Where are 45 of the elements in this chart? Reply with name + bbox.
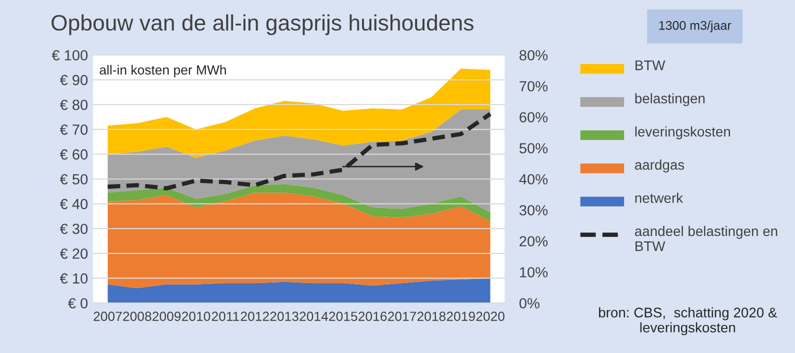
x-tick-label: 2008 bbox=[123, 312, 152, 322]
y2-tick-label: 0% bbox=[519, 298, 540, 308]
y2-tick-label: 50% bbox=[519, 143, 548, 154]
x-tick-label: 2015 bbox=[329, 312, 358, 322]
y2-tick-label: 70% bbox=[520, 81, 548, 92]
y-tick-label: € 70 bbox=[60, 124, 88, 135]
y-tick-label: € 50 bbox=[60, 174, 88, 184]
y2-tick-label: 60% bbox=[520, 112, 548, 122]
x-tick-label: 2018 bbox=[417, 312, 446, 322]
y-tick-label: € 40 bbox=[60, 198, 88, 210]
x-tick-label: 2011 bbox=[212, 312, 239, 322]
x-tick-label: 2009 bbox=[152, 312, 181, 322]
y-tick-label: € 30 bbox=[60, 224, 88, 234]
line-series bbox=[106, 112, 492, 190]
y-tick-label: € 20 bbox=[60, 248, 88, 259]
x-tick-label: 2012 bbox=[240, 312, 269, 322]
y-tick-label: € 80 bbox=[60, 100, 88, 110]
text: 1300 m3/jaar bbox=[659, 20, 732, 32]
legend-label: netwerk bbox=[635, 192, 684, 203]
y-tick-label: € 100 bbox=[52, 50, 88, 60]
y2-tick-label: 20% bbox=[520, 236, 548, 246]
y2-tick-label: 30% bbox=[519, 205, 548, 216]
annotation: all-in kosten per MWh bbox=[100, 64, 226, 78]
x-tick-label: 2017 bbox=[388, 312, 416, 322]
legend-label: BTW bbox=[636, 60, 666, 70]
legend-label: belastingen bbox=[635, 93, 705, 106]
y-tick-label: € 90 bbox=[60, 74, 88, 86]
y2-tick-label: 80% bbox=[520, 50, 548, 60]
legend-label: aardgas bbox=[635, 160, 684, 173]
x-tick-label: 2007 bbox=[94, 312, 122, 322]
x-tick-label: 2016 bbox=[358, 312, 387, 322]
legend-label: leveringskosten bbox=[635, 126, 730, 140]
y2-tick-label: 40% bbox=[519, 174, 548, 184]
x-tick-label: 2019 bbox=[446, 312, 475, 322]
y-tick-label: € 60 bbox=[60, 149, 88, 160]
y-tick-label: € 0 bbox=[68, 298, 88, 308]
chart-title: Opbouw van de all-in gasprijs huishoudens bbox=[52, 14, 474, 36]
text: bron: CBS, schatting 2020 & leveringskosten bbox=[599, 307, 778, 336]
x-tick-label: 2014 bbox=[300, 312, 328, 322]
legend-label: aandeel belastingen en BTW bbox=[635, 226, 778, 251]
x-tick-label: 2010 bbox=[182, 312, 210, 322]
y2-tick-label: 10% bbox=[520, 267, 548, 278]
y-tick-label: € 10 bbox=[60, 273, 88, 284]
x-tick-label: 2020 bbox=[476, 312, 504, 322]
x-tick-label: 2013 bbox=[270, 312, 298, 322]
